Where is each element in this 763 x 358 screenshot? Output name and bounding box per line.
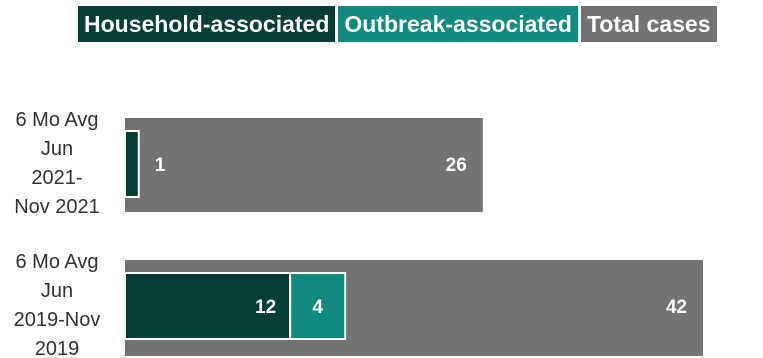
data-label-total: 26 bbox=[446, 155, 467, 176]
legend: Household-associated Outbreak-associated… bbox=[78, 6, 717, 42]
data-label-household: 12 bbox=[255, 297, 276, 318]
bar-outbreak bbox=[289, 272, 347, 340]
category-label: 2019 bbox=[35, 338, 80, 358]
category-label: Nov 2021 bbox=[14, 196, 100, 218]
category-label: 6 Mo Avg bbox=[15, 251, 98, 273]
legend-household: Household-associated bbox=[78, 6, 336, 42]
bar-household bbox=[124, 130, 140, 198]
legend-total: Total cases bbox=[580, 6, 717, 42]
data-label-outbreak: 1 bbox=[155, 155, 166, 176]
category-label: Jun bbox=[41, 280, 73, 302]
data-label-total: 42 bbox=[666, 297, 687, 318]
data-label-outbreak: 4 bbox=[312, 297, 323, 318]
category-label: 6 Mo Avg bbox=[15, 109, 98, 131]
bar-total bbox=[125, 118, 483, 212]
bar-household bbox=[124, 272, 292, 340]
category-label: 2019-Nov bbox=[14, 309, 101, 331]
category-label: Jun bbox=[41, 138, 73, 160]
category-label: 2021- bbox=[31, 167, 82, 189]
legend-outbreak: Outbreak-associated bbox=[338, 6, 578, 42]
